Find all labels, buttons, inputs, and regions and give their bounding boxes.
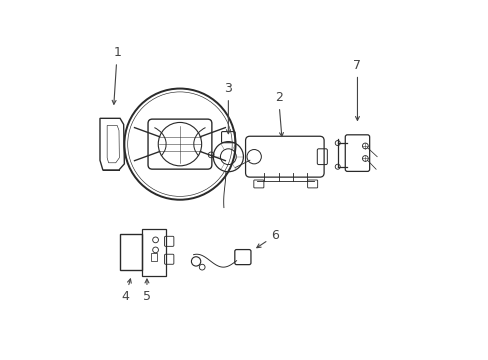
Bar [120,234,142,270]
Text: 3: 3 [224,82,232,134]
Text: 6: 6 [256,229,278,248]
Text: 5: 5 [142,279,151,303]
Text: 4: 4 [121,279,131,303]
Bar [142,229,165,276]
Text: 2: 2 [274,91,283,136]
Text: 1: 1 [112,46,121,104]
Bar [150,253,157,261]
Text: 7: 7 [353,59,361,120]
